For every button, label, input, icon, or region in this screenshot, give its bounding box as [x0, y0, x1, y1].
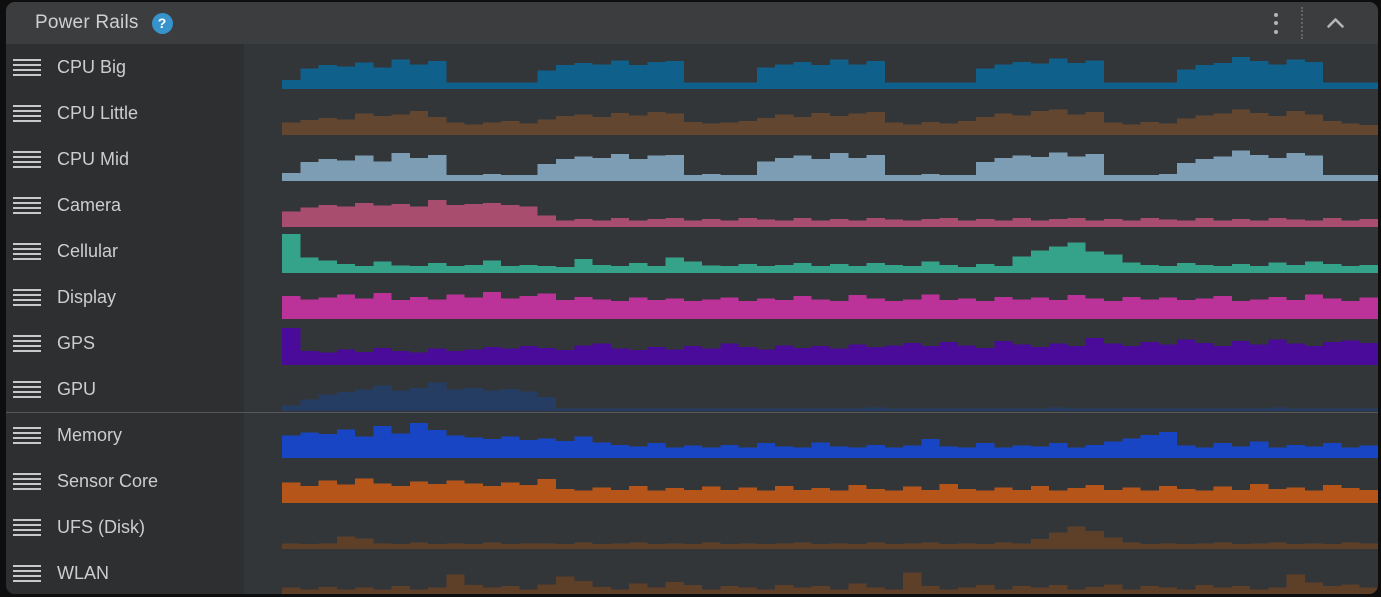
drag-handle-icon[interactable]	[13, 288, 41, 306]
rail-label-cell: Cellular	[6, 228, 244, 274]
rail-chart[interactable]	[244, 504, 1378, 550]
kebab-menu-icon[interactable]	[1267, 8, 1285, 39]
drag-handle-icon[interactable]	[13, 518, 41, 536]
rail-label-cell: Memory	[6, 413, 244, 458]
rail-chart[interactable]	[244, 274, 1378, 320]
power-rails-panel: Power Rails ? CPU Big CPU	[6, 2, 1378, 594]
rail-row: CPU Big	[6, 44, 1378, 90]
rail-chart[interactable]	[244, 90, 1378, 136]
rail-chart[interactable]	[244, 458, 1378, 504]
rail-label-cell: GPS	[6, 320, 244, 366]
rail-label-cell: CPU Mid	[6, 136, 244, 182]
rail-label-cell: Sensor Core	[6, 458, 244, 504]
rail-area-chart	[282, 109, 1378, 135]
panel-title: Power Rails	[35, 12, 139, 33]
rail-chart[interactable]	[244, 228, 1378, 274]
rail-area-chart	[282, 57, 1378, 89]
rail-label: GPS	[57, 332, 96, 353]
rail-label: Sensor Core	[57, 470, 159, 491]
rail-chart[interactable]	[244, 550, 1378, 594]
rail-area-chart	[282, 199, 1378, 227]
rail-row: Cellular	[6, 228, 1378, 274]
rail-area-chart	[282, 478, 1378, 503]
rail-row: Camera	[6, 182, 1378, 228]
rail-label-cell: GPU	[6, 366, 244, 412]
rail-chart[interactable]	[244, 44, 1378, 90]
rail-label: UFS (Disk)	[57, 516, 145, 537]
chevron-up-icon	[1327, 18, 1344, 28]
rail-label: CPU Little	[57, 102, 139, 123]
panel-header: Power Rails ?	[6, 2, 1378, 44]
rail-area-chart	[282, 382, 1378, 411]
rail-chart[interactable]	[244, 366, 1378, 412]
rail-label: GPU	[57, 378, 97, 399]
rail-label: WLAN	[57, 562, 110, 583]
rail-area-chart	[282, 234, 1378, 273]
rail-area-chart	[282, 328, 1378, 365]
rail-area-chart	[282, 572, 1378, 594]
rail-row: CPU Mid	[6, 136, 1378, 182]
rail-area-chart	[282, 526, 1378, 549]
rail-label: Display	[57, 286, 117, 307]
rail-label-cell: WLAN	[6, 550, 244, 594]
drag-handle-icon[interactable]	[13, 380, 41, 398]
collapse-button[interactable]	[1320, 13, 1351, 33]
rail-area-chart	[282, 150, 1378, 181]
help-icon[interactable]: ?	[151, 12, 173, 34]
drag-handle-icon[interactable]	[13, 242, 41, 260]
rail-chart[interactable]	[244, 136, 1378, 182]
rail-label: CPU Big	[57, 56, 127, 77]
drag-handle-icon[interactable]	[13, 564, 41, 582]
rail-row: GPU	[6, 366, 1378, 412]
rails-list: CPU Big CPU Little CPU Mid	[6, 44, 1378, 594]
rail-chart[interactable]	[244, 182, 1378, 228]
drag-handle-icon[interactable]	[13, 427, 41, 444]
drag-handle-icon[interactable]	[13, 196, 41, 214]
rail-label-cell: UFS (Disk)	[6, 504, 244, 550]
rail-row: WLAN	[6, 550, 1378, 594]
drag-handle-icon[interactable]	[13, 104, 41, 122]
rail-label-cell: CPU Little	[6, 90, 244, 136]
rail-row: UFS (Disk)	[6, 504, 1378, 550]
rail-row: Sensor Core	[6, 458, 1378, 504]
drag-handle-icon[interactable]	[13, 150, 41, 168]
rail-row: Memory	[6, 412, 1378, 458]
rail-row: GPS	[6, 320, 1378, 366]
rail-label-cell: Camera	[6, 182, 244, 228]
rail-label-cell: Display	[6, 274, 244, 320]
drag-handle-icon[interactable]	[13, 334, 41, 352]
rail-row: CPU Little	[6, 90, 1378, 136]
rail-area-chart	[282, 291, 1378, 319]
header-divider	[1301, 7, 1303, 39]
drag-handle-icon[interactable]	[13, 472, 41, 490]
rail-label: Camera	[57, 194, 122, 215]
rail-label-cell: CPU Big	[6, 44, 244, 90]
rail-label: CPU Mid	[57, 148, 130, 169]
rail-row: Display	[6, 274, 1378, 320]
rail-label: Memory	[57, 425, 123, 445]
drag-handle-icon[interactable]	[13, 58, 41, 76]
rail-chart[interactable]	[244, 413, 1378, 458]
rail-label: Cellular	[57, 240, 119, 261]
rail-chart[interactable]	[244, 320, 1378, 366]
rail-area-chart	[282, 423, 1378, 458]
